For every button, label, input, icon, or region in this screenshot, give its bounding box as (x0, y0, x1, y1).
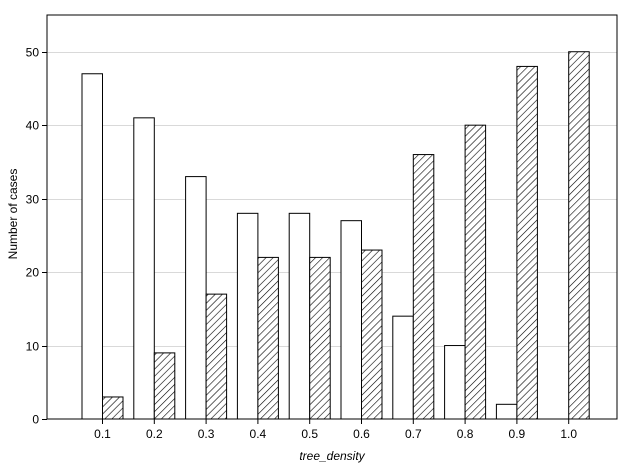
x-axis-title: tree_density (299, 449, 365, 463)
y-tick-label: 10 (26, 340, 40, 354)
bar-series-2-0.1 (102, 396, 124, 420)
x-tick-label: 0.2 (146, 427, 163, 441)
x-tick-label: 1.0 (560, 427, 577, 441)
bar-series-1-0.6 (340, 220, 362, 420)
y-tick-label: 40 (26, 119, 40, 133)
x-tick-label: 0.3 (198, 427, 215, 441)
bar-series-1-0.2 (133, 117, 155, 420)
x-tick-label: 0.5 (301, 427, 318, 441)
bar-series-1-0.8 (444, 345, 466, 420)
bars (81, 51, 590, 420)
y-tick-label: 20 (26, 266, 40, 280)
ticks: 0 10 20 30 40 50 0.1 0.2 0.3 0.4 0.5 0.6 0.7 0.8 0.9 1.… (26, 46, 578, 442)
bar-series-1-0.1 (81, 73, 103, 420)
bar-series-1-0.7 (392, 315, 414, 420)
x-tick-label: 0.7 (405, 427, 422, 441)
y-tick-label: 0 (32, 413, 39, 427)
plot-frame (46, 14, 618, 420)
bar-series-1-0.9 (495, 403, 518, 420)
bar-series-2-0.2 (153, 352, 176, 420)
bar-series-2-0.8 (464, 124, 487, 420)
bar-series-2-0.4 (257, 256, 279, 420)
bar-series-2-0.3 (205, 293, 228, 420)
x-tick-label: 0.1 (94, 427, 111, 441)
bar-series-1-0.4 (236, 212, 259, 420)
x-tick-label: 0.6 (353, 427, 370, 441)
x-tick-label: 0.9 (509, 427, 526, 441)
bar-series-2-0.5 (309, 256, 331, 420)
bar-series-1-0.3 (185, 176, 207, 420)
y-tick-label: 30 (26, 193, 40, 207)
bar-series-2-0.7 (412, 154, 435, 420)
x-tick-label: 0.4 (250, 427, 267, 441)
bar-series-2-0.9 (516, 65, 538, 420)
bar-series-1-0.5 (288, 212, 311, 420)
bar-series-2-0.6 (361, 249, 383, 420)
bar-series-2-1.0 (568, 51, 590, 420)
y-axis-title: Number of cases (6, 169, 20, 260)
y-tick-label: 50 (26, 46, 40, 60)
x-tick-label: 0.8 (457, 427, 474, 441)
